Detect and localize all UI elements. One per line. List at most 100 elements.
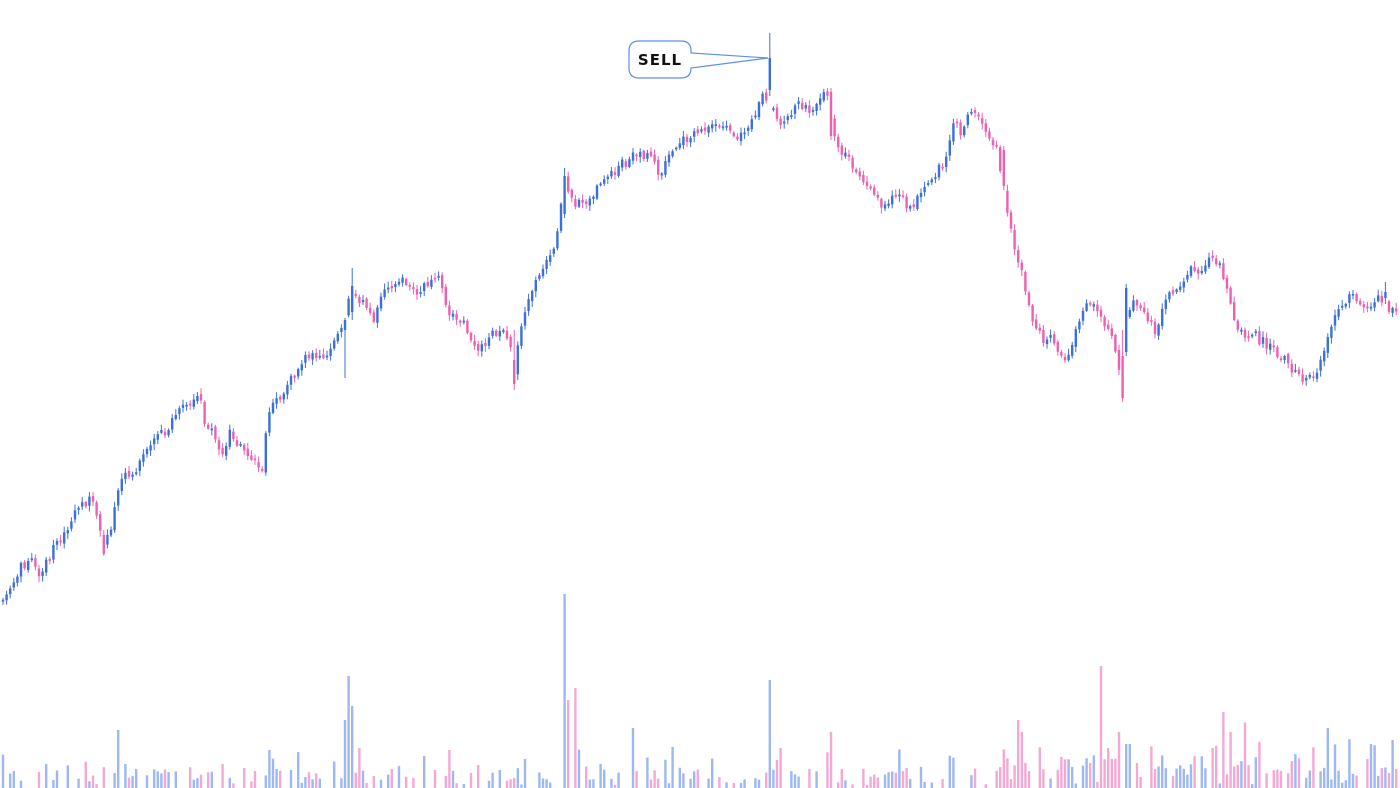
candle-body [55,540,59,545]
volume-bar [12,771,15,788]
candle [815,102,818,116]
candle [844,147,847,159]
candle-body [761,93,764,105]
volume-bar [462,784,465,788]
candle-body [412,287,415,290]
volume-bar [973,768,977,788]
candle [819,93,822,111]
volume-bar [970,775,973,788]
candle-body [347,298,350,316]
volume-bar [127,777,131,788]
candle [174,409,177,421]
candle-body [894,194,897,197]
candle [253,454,257,465]
volume-bar [289,769,293,788]
candle-body [84,502,87,507]
candle [239,441,242,448]
candle [898,188,901,202]
candle [16,574,19,587]
candle [243,442,246,456]
candle [153,433,156,451]
candle-body [873,187,876,195]
volume-bar [1153,769,1157,788]
candle-body [361,299,365,303]
volume-bar [1,754,5,788]
candle-body [1161,308,1164,326]
candle-body [1,599,5,602]
candle-body [757,102,761,118]
volume-bar [347,676,350,788]
candle [311,350,314,365]
candle-body [869,186,872,189]
candle [1074,326,1077,353]
candle [635,153,638,162]
candle-body [819,98,822,105]
volume-bar [1175,768,1178,788]
candle-body [775,107,779,119]
candle-body [750,119,753,130]
candle [41,567,44,582]
volume-bar [1369,744,1373,788]
candle [1323,347,1326,367]
volume-bar [1013,765,1016,788]
candle-body [905,196,908,209]
candle [145,446,149,458]
candle-body [804,105,807,109]
volume-bar [1009,778,1013,788]
candle-body [495,330,498,336]
candle [657,156,660,181]
candle-body [181,404,185,408]
candle [27,557,30,573]
candle [181,399,185,413]
candle [804,102,807,112]
candle [599,182,602,187]
candle-body [934,177,937,180]
candle [837,133,840,153]
candle [1071,341,1074,359]
candle-body [1240,329,1243,332]
candle [801,98,804,111]
candle [955,118,959,129]
candle-body [1265,337,1268,349]
candle-body [469,332,473,341]
candle-body [27,561,30,571]
volume-bar [657,778,660,788]
volume-bar [1157,766,1160,788]
candle [1215,254,1218,267]
candle [1132,295,1135,313]
candle [37,564,41,583]
candle [1341,300,1344,311]
volume-bar [1171,775,1175,788]
candle [304,351,307,369]
volume-bar [1395,768,1398,788]
volume-bar [19,780,23,788]
volume-bar [682,773,685,788]
candle-body [1125,288,1128,352]
candle [1254,329,1257,337]
volume-bar [1063,759,1067,788]
candle-body [923,186,926,193]
candle-body [657,159,660,175]
candle-body [678,143,681,148]
volume-bar [1024,762,1027,788]
candle-body [1042,329,1045,343]
candle [606,174,609,184]
candle [1351,289,1355,300]
candle [1024,270,1027,296]
candle-body [1215,258,1218,265]
candle-body [1200,270,1203,274]
volume-bar [351,706,354,788]
volume-bar [9,773,12,788]
volume-bar [1233,766,1236,788]
candle-body [160,430,163,433]
volume-bar [1189,764,1193,788]
candle-body [1258,331,1261,345]
candle [261,465,264,473]
volume-bar [1200,756,1203,788]
candle [117,488,120,511]
candle-body [534,280,537,292]
candle [1168,290,1171,303]
volume-bar [113,773,116,788]
candle [246,442,249,461]
